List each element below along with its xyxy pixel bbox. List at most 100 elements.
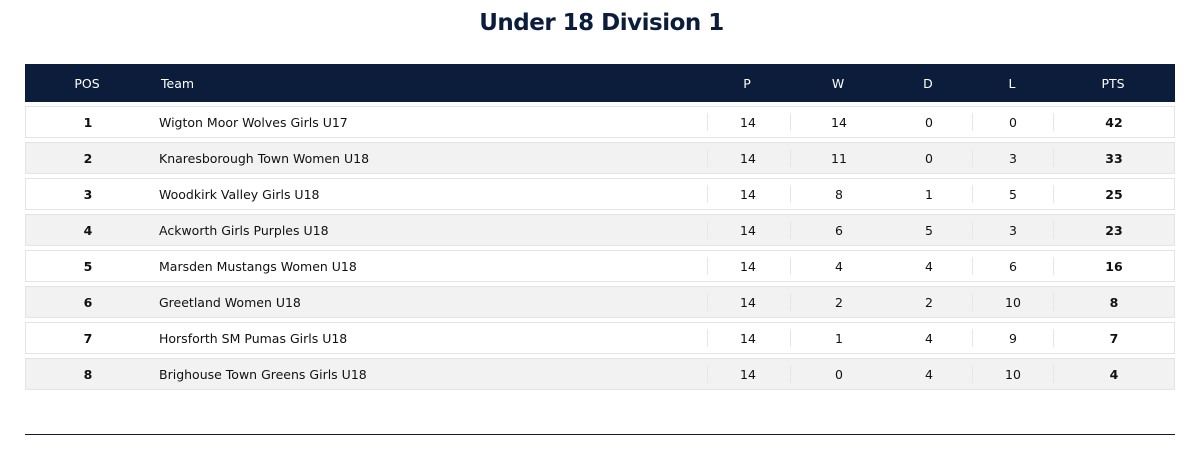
column-header: POS: [74, 75, 100, 91]
table-cell: 14: [740, 366, 756, 382]
table-cell: 7: [1109, 330, 1119, 346]
cell-separator: [707, 329, 708, 347]
cell-separator: [1053, 221, 1054, 239]
cell-separator: [790, 113, 791, 131]
column-header: L: [1008, 75, 1016, 91]
table-row: 3 Woodkirk Valley Girls U18 14 8 1 5 25: [25, 178, 1175, 210]
table-cell: 6: [1009, 258, 1017, 274]
table-cell: 14: [740, 186, 756, 202]
table-cell: 14: [740, 222, 756, 238]
cell-separator: [707, 293, 708, 311]
table-cell: 8: [1109, 294, 1119, 310]
table-cell: 4: [83, 222, 93, 238]
cell-separator: [1053, 257, 1054, 275]
table-cell: 10: [1005, 294, 1021, 310]
table-cell: 6: [83, 294, 93, 310]
table-row: 5 Marsden Mustangs Women U18 14 4 4 6 16: [25, 250, 1175, 282]
table-cell: 14: [740, 150, 756, 166]
cell-separator: [790, 149, 791, 167]
table-cell: 6: [835, 222, 843, 238]
table-cell: 8: [83, 366, 93, 382]
table-cell: 25: [1105, 186, 1123, 202]
team-name: Wigton Moor Wolves Girls U17: [159, 114, 348, 130]
table-cell: 1: [83, 114, 93, 130]
cell-separator: [790, 365, 791, 383]
cell-separator: [1053, 149, 1054, 167]
table-cell: 1: [925, 186, 933, 202]
column-header: Team: [161, 75, 195, 91]
cell-separator: [1053, 365, 1054, 383]
table-row: 6 Greetland Women U18 14 2 2 10 8: [25, 286, 1175, 318]
cell-separator: [1053, 329, 1054, 347]
table-cell: 2: [925, 294, 933, 310]
table-cell: 4: [835, 258, 843, 274]
team-name: Greetland Women U18: [159, 294, 301, 310]
cell-separator: [707, 149, 708, 167]
cell-separator: [790, 185, 791, 203]
column-header: D: [923, 75, 933, 91]
cell-separator: [1053, 293, 1054, 311]
cell-separator: [1053, 113, 1054, 131]
table-cell: 5: [925, 222, 933, 238]
table-cell: 2: [835, 294, 843, 310]
table-cell: 10: [1005, 366, 1021, 382]
table-cell: 3: [1009, 150, 1017, 166]
cell-separator: [972, 113, 973, 131]
table-row: 1 Wigton Moor Wolves Girls U17 14 14 0 0 42: [25, 106, 1175, 138]
table-cell: 14: [740, 258, 756, 274]
table-cell: 33: [1105, 150, 1123, 166]
table-cell: 3: [83, 186, 93, 202]
table-row: 8 Brighouse Town Greens Girls U18 14 0 4 10 4: [25, 358, 1175, 390]
table-row: 7 Horsforth SM Pumas Girls U18 14 1 4 9 7: [25, 322, 1175, 354]
column-header: W: [831, 75, 845, 91]
table-cell: 3: [1009, 222, 1017, 238]
bottom-rule: [25, 434, 1175, 435]
table-cell: 42: [1105, 114, 1123, 130]
cell-separator: [1053, 185, 1054, 203]
cell-separator: [707, 365, 708, 383]
table-cell: 0: [1009, 114, 1017, 130]
team-name: Woodkirk Valley Girls U18: [159, 186, 320, 202]
table-cell: 14: [740, 330, 756, 346]
cell-separator: [707, 113, 708, 131]
team-name: Knaresborough Town Women U18: [159, 150, 370, 166]
column-header: P: [743, 75, 751, 91]
cell-separator: [972, 221, 973, 239]
table-cell: 2: [83, 150, 93, 166]
cell-separator: [707, 185, 708, 203]
cell-separator: [972, 293, 973, 311]
table-header: POS Team P W D L PTS: [25, 64, 1175, 102]
table-cell: 4: [1109, 366, 1119, 382]
cell-separator: [790, 293, 791, 311]
cell-separator: [790, 329, 791, 347]
table-cell: 4: [925, 330, 933, 346]
table-cell: 14: [831, 114, 847, 130]
table-title: Under 18 Division 1: [479, 10, 724, 36]
table-row: 4 Ackworth Girls Purples U18 14 6 5 3 23: [25, 214, 1175, 246]
team-name: Ackworth Girls Purples U18: [159, 222, 329, 238]
table-cell: 0: [925, 114, 933, 130]
table-cell: 7: [83, 330, 93, 346]
table-cell: 4: [925, 258, 933, 274]
table-cell: 0: [925, 150, 933, 166]
cell-separator: [972, 365, 973, 383]
table-cell: 0: [835, 366, 843, 382]
cell-separator: [790, 221, 791, 239]
cell-separator: [707, 257, 708, 275]
table-cell: 11: [831, 150, 847, 166]
table-row: 2 Knaresborough Town Women U18 14 11 0 3 33: [25, 142, 1175, 174]
table-cell: 9: [1009, 330, 1017, 346]
table-cell: 16: [1105, 258, 1123, 274]
table-cell: 1: [835, 330, 843, 346]
cell-separator: [972, 149, 973, 167]
cell-separator: [972, 329, 973, 347]
cell-separator: [972, 257, 973, 275]
team-name: Brighouse Town Greens Girls U18: [159, 366, 367, 382]
cell-separator: [707, 221, 708, 239]
table-cell: 5: [83, 258, 93, 274]
table-cell: 8: [835, 186, 843, 202]
table-cell: 23: [1105, 222, 1123, 238]
table-cell: 14: [740, 114, 756, 130]
table-cell: 4: [925, 366, 933, 382]
